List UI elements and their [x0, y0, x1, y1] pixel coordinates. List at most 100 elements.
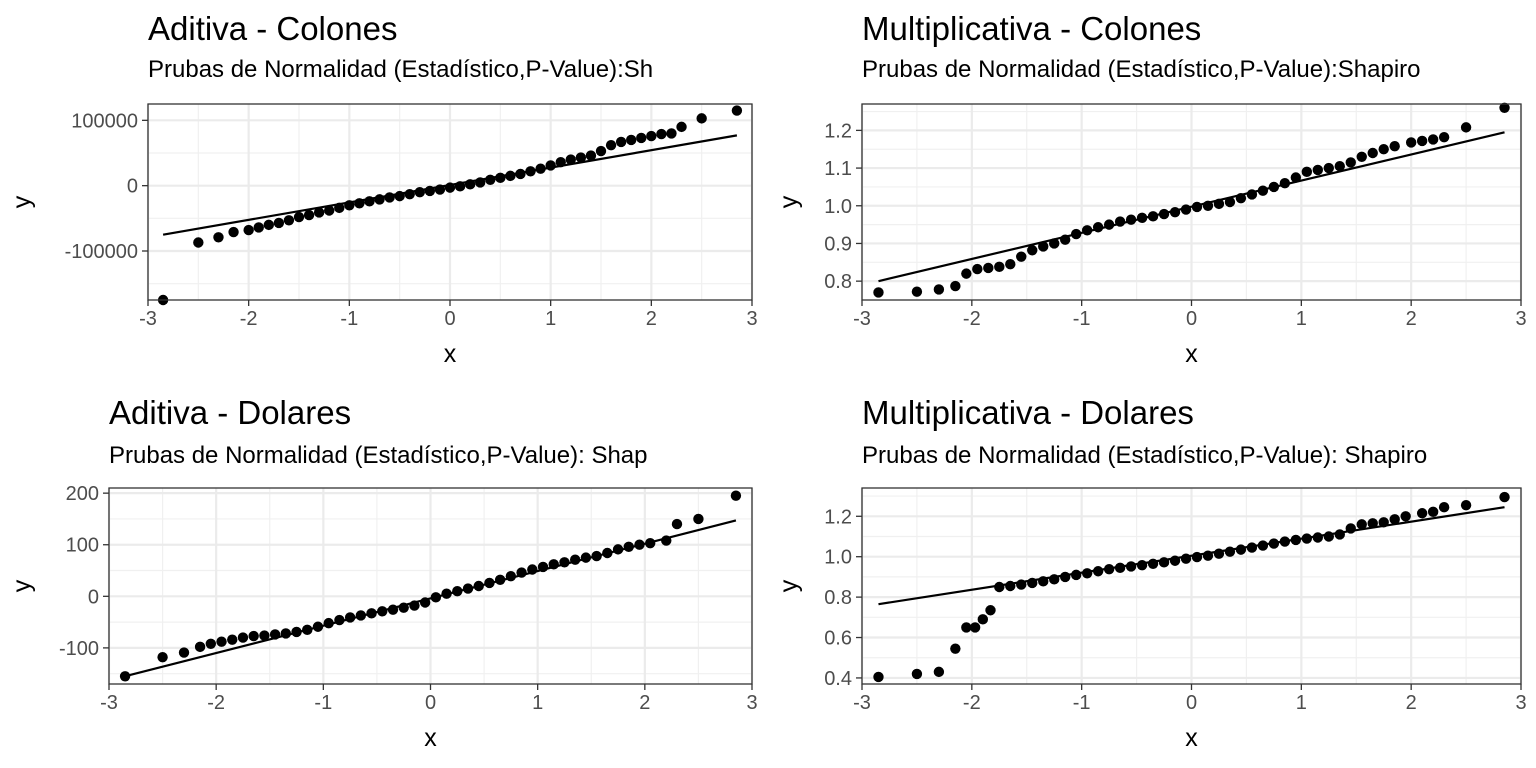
- data-point: [237, 632, 249, 643]
- data-points: [119, 490, 742, 682]
- data-point: [441, 588, 452, 599]
- data-point: [545, 160, 556, 171]
- data-point: [1334, 160, 1345, 172]
- data-point: [1268, 538, 1280, 549]
- data-point: [424, 185, 436, 197]
- data-point: [419, 597, 431, 608]
- data-point: [646, 130, 657, 142]
- y-axis-title: y: [8, 195, 36, 208]
- y-tick-label: -100000: [65, 241, 138, 263]
- data-point: [1224, 196, 1236, 208]
- data-point: [216, 636, 227, 647]
- data-point: [1092, 222, 1104, 233]
- data-point: [1290, 172, 1302, 183]
- data-point: [1438, 501, 1450, 513]
- data-point: [205, 638, 217, 649]
- data-point: [1103, 564, 1115, 575]
- data-point: [525, 166, 536, 177]
- x-tick-label: -3: [853, 308, 871, 330]
- x-axis-title: x: [1185, 724, 1198, 752]
- data-point: [985, 605, 996, 616]
- y-axis-title: y: [775, 579, 803, 592]
- data-point: [334, 202, 345, 214]
- x-axis-title: x: [444, 340, 457, 368]
- data-point: [623, 541, 634, 552]
- data-point: [1367, 147, 1378, 159]
- x-tick-label: -1: [1073, 308, 1091, 330]
- chart-subtitle: Prubas de Normalidad (Estadístico,P-Valu…: [862, 58, 1421, 83]
- data-point: [1125, 561, 1137, 572]
- data-point: [537, 561, 549, 573]
- data-point: [933, 666, 945, 678]
- data-point: [464, 179, 476, 190]
- data-point: [269, 629, 281, 640]
- x-tick-label: -2: [240, 308, 258, 330]
- chart-subtitle-wrap: Prubas de Normalidad (Estadístico,P-Valu…: [148, 58, 768, 90]
- data-point: [1092, 566, 1104, 577]
- data-point: [580, 552, 592, 563]
- data-point: [1038, 241, 1049, 252]
- y-tick-label: 100000: [71, 110, 138, 132]
- data-point: [911, 286, 923, 297]
- data-point: [696, 113, 707, 124]
- y-tick-label: 1.0: [824, 547, 852, 569]
- data-point: [228, 226, 239, 238]
- data-point: [1367, 518, 1378, 529]
- data-point: [485, 174, 496, 185]
- y-tick-label: -100: [59, 638, 99, 660]
- data-point: [1224, 546, 1236, 557]
- data-point: [374, 194, 385, 205]
- data-point: [344, 612, 356, 623]
- data-point: [444, 182, 456, 193]
- data-point: [730, 490, 742, 501]
- x-tick-label: 3: [1515, 308, 1526, 330]
- data-point: [676, 121, 687, 133]
- data-point: [248, 630, 259, 642]
- data-point: [969, 622, 981, 633]
- data-point: [1279, 177, 1291, 189]
- data-points: [873, 491, 1510, 683]
- y-tick-label: 1.2: [824, 120, 852, 142]
- data-point: [434, 184, 446, 195]
- data-point: [1213, 548, 1225, 559]
- data-point: [283, 215, 295, 226]
- data-point: [591, 550, 602, 562]
- data-point: [303, 209, 315, 221]
- data-point: [1460, 122, 1472, 133]
- x-tick-label: 1: [532, 692, 543, 714]
- x-tick-label: -1: [1073, 692, 1091, 714]
- data-point: [972, 263, 983, 275]
- data-point: [1389, 514, 1400, 525]
- data-point: [1136, 212, 1148, 224]
- data-point: [636, 132, 647, 144]
- data-point: [994, 261, 1005, 273]
- data-point: [605, 139, 617, 151]
- x-tick-label: -3: [139, 308, 157, 330]
- data-point: [634, 539, 645, 550]
- data-point: [1389, 141, 1400, 152]
- data-point: [312, 621, 324, 632]
- data-point: [253, 222, 264, 233]
- data-point: [559, 557, 570, 568]
- data-point: [1191, 551, 1203, 563]
- data-point: [644, 537, 656, 549]
- data-point: [1081, 225, 1093, 236]
- x-tick-label: 0: [425, 692, 436, 714]
- data-point: [626, 134, 637, 146]
- data-point: [1103, 219, 1115, 230]
- data-point: [1016, 579, 1027, 590]
- chart-subtitle-wrap: Prubas de Normalidad (Estadístico,P-Valu…: [862, 58, 1536, 90]
- data-point: [193, 237, 204, 248]
- data-point: [213, 232, 224, 243]
- data-point: [569, 554, 581, 565]
- x-tick-label: -3: [853, 692, 871, 714]
- data-point: [1016, 251, 1027, 262]
- data-point: [484, 577, 495, 589]
- chart-subtitle: Prubas de Normalidad (Estadístico,P-Valu…: [862, 444, 1428, 469]
- data-point: [595, 145, 607, 157]
- data-point: [1257, 540, 1269, 551]
- data-point: [555, 156, 566, 168]
- data-point: [1180, 204, 1192, 215]
- data-point: [516, 567, 527, 578]
- data-point: [1427, 506, 1439, 518]
